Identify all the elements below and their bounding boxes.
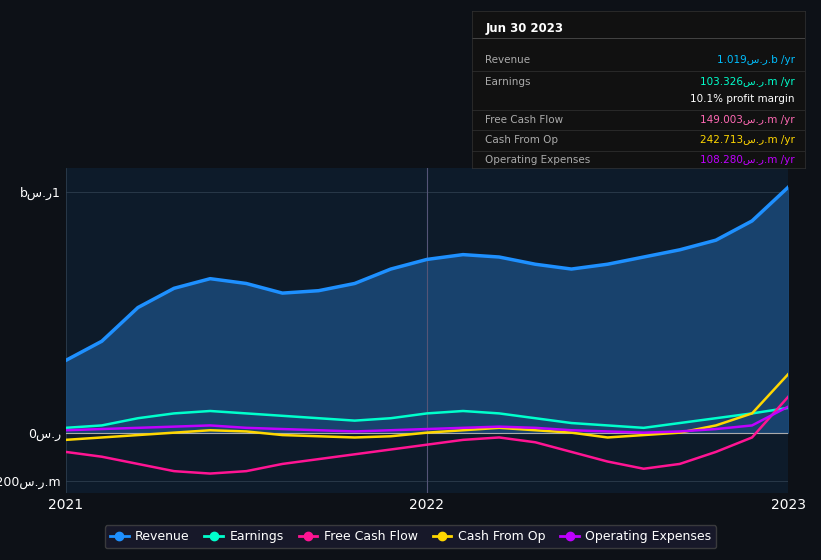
Text: 108.280س.ر.m /yr: 108.280س.ر.m /yr	[700, 156, 795, 165]
Text: Operating Expenses: Operating Expenses	[485, 156, 590, 165]
Legend: Revenue, Earnings, Free Cash Flow, Cash From Op, Operating Expenses: Revenue, Earnings, Free Cash Flow, Cash …	[105, 525, 716, 548]
Text: Cash From Op: Cash From Op	[485, 135, 558, 145]
Text: 103.326س.ر.m /yr: 103.326س.ر.m /yr	[699, 77, 795, 87]
Text: Earnings: Earnings	[485, 77, 531, 87]
Text: Jun 30 2023: Jun 30 2023	[485, 22, 563, 35]
Text: 242.713س.ر.m /yr: 242.713س.ر.m /yr	[699, 135, 795, 145]
Text: Free Cash Flow: Free Cash Flow	[485, 115, 563, 125]
Text: 1.019س.ر.b /yr: 1.019س.ر.b /yr	[717, 55, 795, 65]
Text: Revenue: Revenue	[485, 55, 530, 65]
Text: 149.003س.ر.m /yr: 149.003س.ر.m /yr	[700, 115, 795, 125]
Text: 10.1% profit margin: 10.1% profit margin	[690, 94, 795, 104]
